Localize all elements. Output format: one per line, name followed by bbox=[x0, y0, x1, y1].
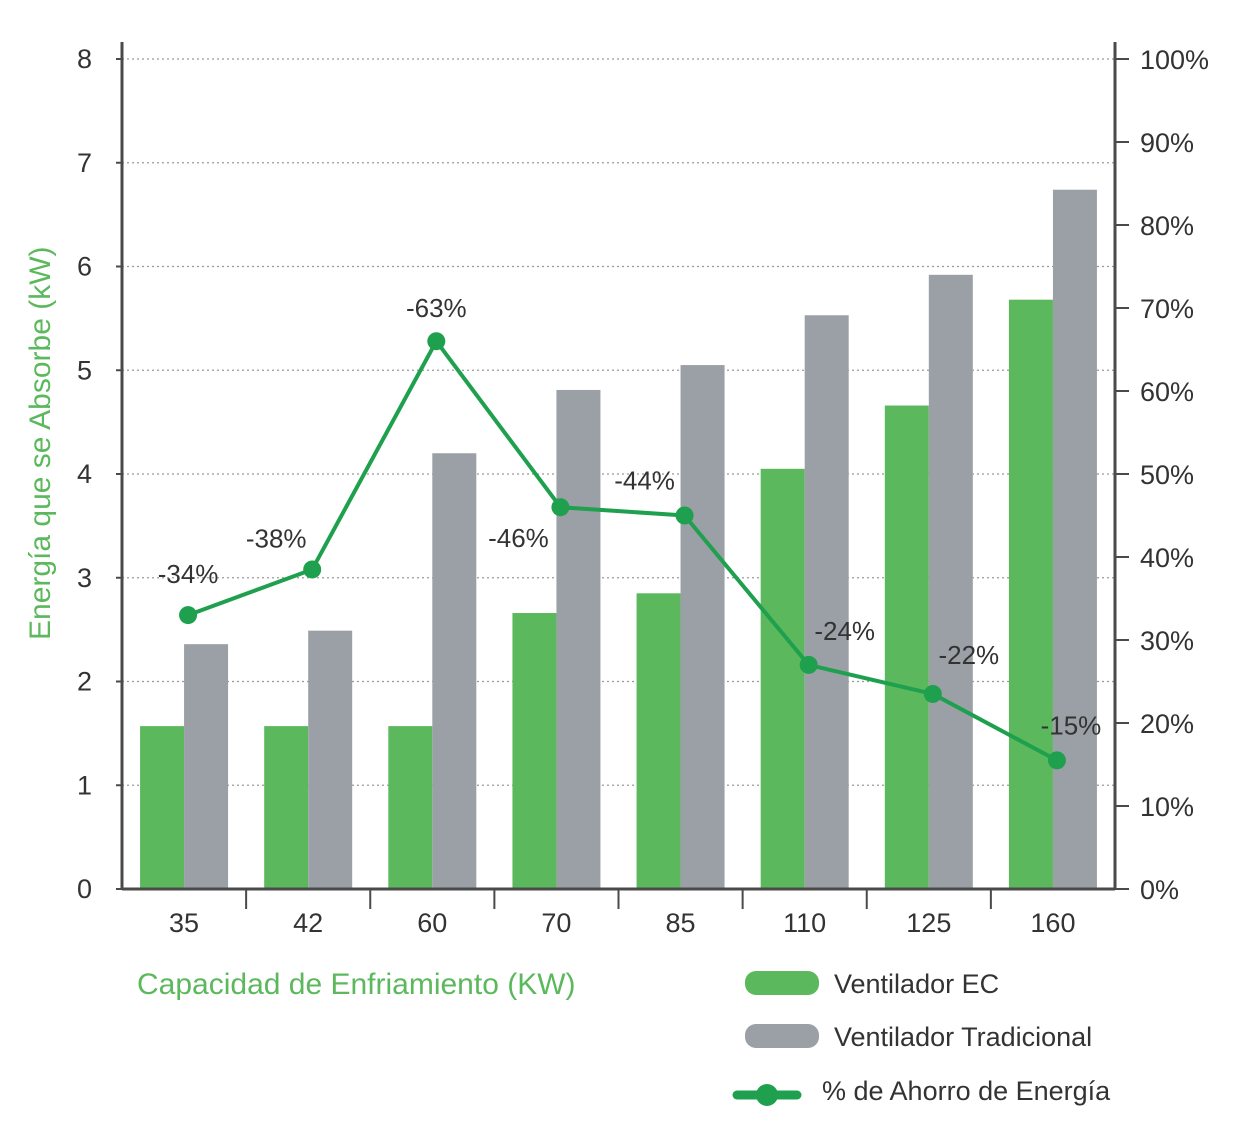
left-tick-label: 1 bbox=[77, 770, 92, 800]
savings-data-label: -63% bbox=[406, 293, 467, 323]
bar-ventilador-tradicional bbox=[556, 389, 601, 889]
savings-data-label: -15% bbox=[1041, 710, 1102, 740]
bar-ventilador-ec bbox=[512, 613, 557, 889]
savings-point bbox=[923, 684, 942, 703]
right-tick-label: 40% bbox=[1140, 543, 1194, 573]
right-tick-labels: 0% 10% 20% 30% 40% 50% 60% 70% 80% 90% 100% bbox=[1115, 45, 1209, 905]
x-tick-label: 60 bbox=[417, 908, 447, 938]
left-tick-label: 2 bbox=[77, 667, 92, 697]
savings-point bbox=[179, 606, 198, 625]
bar-ventilador-ec bbox=[884, 405, 929, 889]
right-tick-label: 50% bbox=[1140, 460, 1194, 490]
savings-data-label: -24% bbox=[814, 616, 875, 646]
legend-swatch-ventilador-tradicional bbox=[745, 1024, 819, 1048]
x-tick-label: 70 bbox=[541, 908, 571, 938]
savings-point bbox=[303, 560, 322, 579]
right-tick-label: 70% bbox=[1140, 294, 1194, 324]
savings-data-label: -44% bbox=[614, 466, 675, 496]
bar-ventilador-tradicional bbox=[680, 365, 725, 889]
x-tick-label: 35 bbox=[169, 908, 199, 938]
x-tick-label: 110 bbox=[783, 908, 826, 938]
x-tick-label: 125 bbox=[906, 908, 951, 938]
bar-ventilador-tradicional bbox=[184, 644, 229, 889]
bar-ventilador-tradicional bbox=[432, 453, 477, 889]
savings-line-layer: -34% -38% -63% -46% -44% -24% -22% -15% bbox=[158, 293, 1102, 770]
bar-ventilador-ec bbox=[264, 726, 309, 889]
x-tick-label: 85 bbox=[666, 908, 696, 938]
legend-swatch-ahorro-marker bbox=[756, 1084, 778, 1106]
right-tick-label: 90% bbox=[1140, 128, 1194, 158]
savings-point bbox=[799, 655, 818, 674]
y-axis-title: Energía que se Absorbe (kW) bbox=[24, 246, 57, 640]
legend-swatch-ventilador-ec bbox=[745, 971, 819, 995]
right-tick-label: 100% bbox=[1140, 45, 1209, 75]
legend: Ventilador EC Ventilador Tradicional % d… bbox=[732, 969, 1111, 1106]
legend-label-ventilador-ec: Ventilador EC bbox=[834, 969, 999, 999]
left-tick-label: 0 bbox=[77, 874, 92, 904]
gridlines bbox=[122, 58, 1115, 786]
left-tick-labels: 0 1 2 3 4 5 6 7 8 bbox=[77, 44, 122, 904]
bar-ventilador-tradicional bbox=[804, 315, 849, 889]
legend-label-ahorro: % de Ahorro de Energía bbox=[822, 1076, 1111, 1106]
savings-data-label: -22% bbox=[938, 640, 999, 670]
left-tick-label: 8 bbox=[77, 44, 92, 74]
left-tick-label: 4 bbox=[77, 459, 92, 489]
bar-ventilador-tradicional bbox=[928, 274, 973, 889]
legend-label-ventilador-tradicional: Ventilador Tradicional bbox=[834, 1022, 1092, 1052]
savings-line bbox=[187, 339, 1058, 763]
left-tick-label: 5 bbox=[77, 355, 92, 385]
bar-ventilador-tradicional bbox=[308, 630, 353, 889]
left-tick-label: 7 bbox=[77, 148, 92, 178]
bar-ventilador-ec bbox=[636, 593, 681, 889]
left-tick-label: 6 bbox=[77, 252, 92, 282]
right-tick-label: 20% bbox=[1140, 709, 1194, 739]
bar-ventilador-ec bbox=[760, 468, 805, 889]
x-tick-label: 160 bbox=[1030, 908, 1075, 938]
savings-point bbox=[551, 498, 570, 517]
x-axis-title: Capacidad de Enfriamiento (KW) bbox=[137, 968, 576, 1001]
right-tick-label: 80% bbox=[1140, 211, 1194, 241]
x-tick-label: 42 bbox=[293, 908, 323, 938]
left-tick-label: 3 bbox=[77, 563, 92, 593]
savings-point bbox=[1047, 751, 1066, 770]
bar-ventilador-tradicional bbox=[1052, 189, 1097, 890]
x-tick-labels: 35 42 60 70 85 110 125 160 bbox=[169, 889, 1075, 938]
savings-data-label: -34% bbox=[158, 559, 219, 589]
right-tick-label: 60% bbox=[1140, 377, 1194, 407]
right-tick-label: 0% bbox=[1140, 875, 1179, 905]
right-tick-label: 10% bbox=[1140, 792, 1194, 822]
savings-point bbox=[427, 332, 446, 351]
right-tick-label: 30% bbox=[1140, 626, 1194, 656]
savings-data-label: -38% bbox=[246, 523, 307, 553]
bar-ventilador-ec bbox=[1008, 299, 1053, 889]
savings-point bbox=[675, 506, 694, 525]
bar-ventilador-ec bbox=[140, 726, 185, 889]
savings-data-label: -46% bbox=[488, 523, 549, 553]
bars bbox=[140, 189, 1097, 890]
bar-ventilador-ec bbox=[388, 726, 433, 889]
